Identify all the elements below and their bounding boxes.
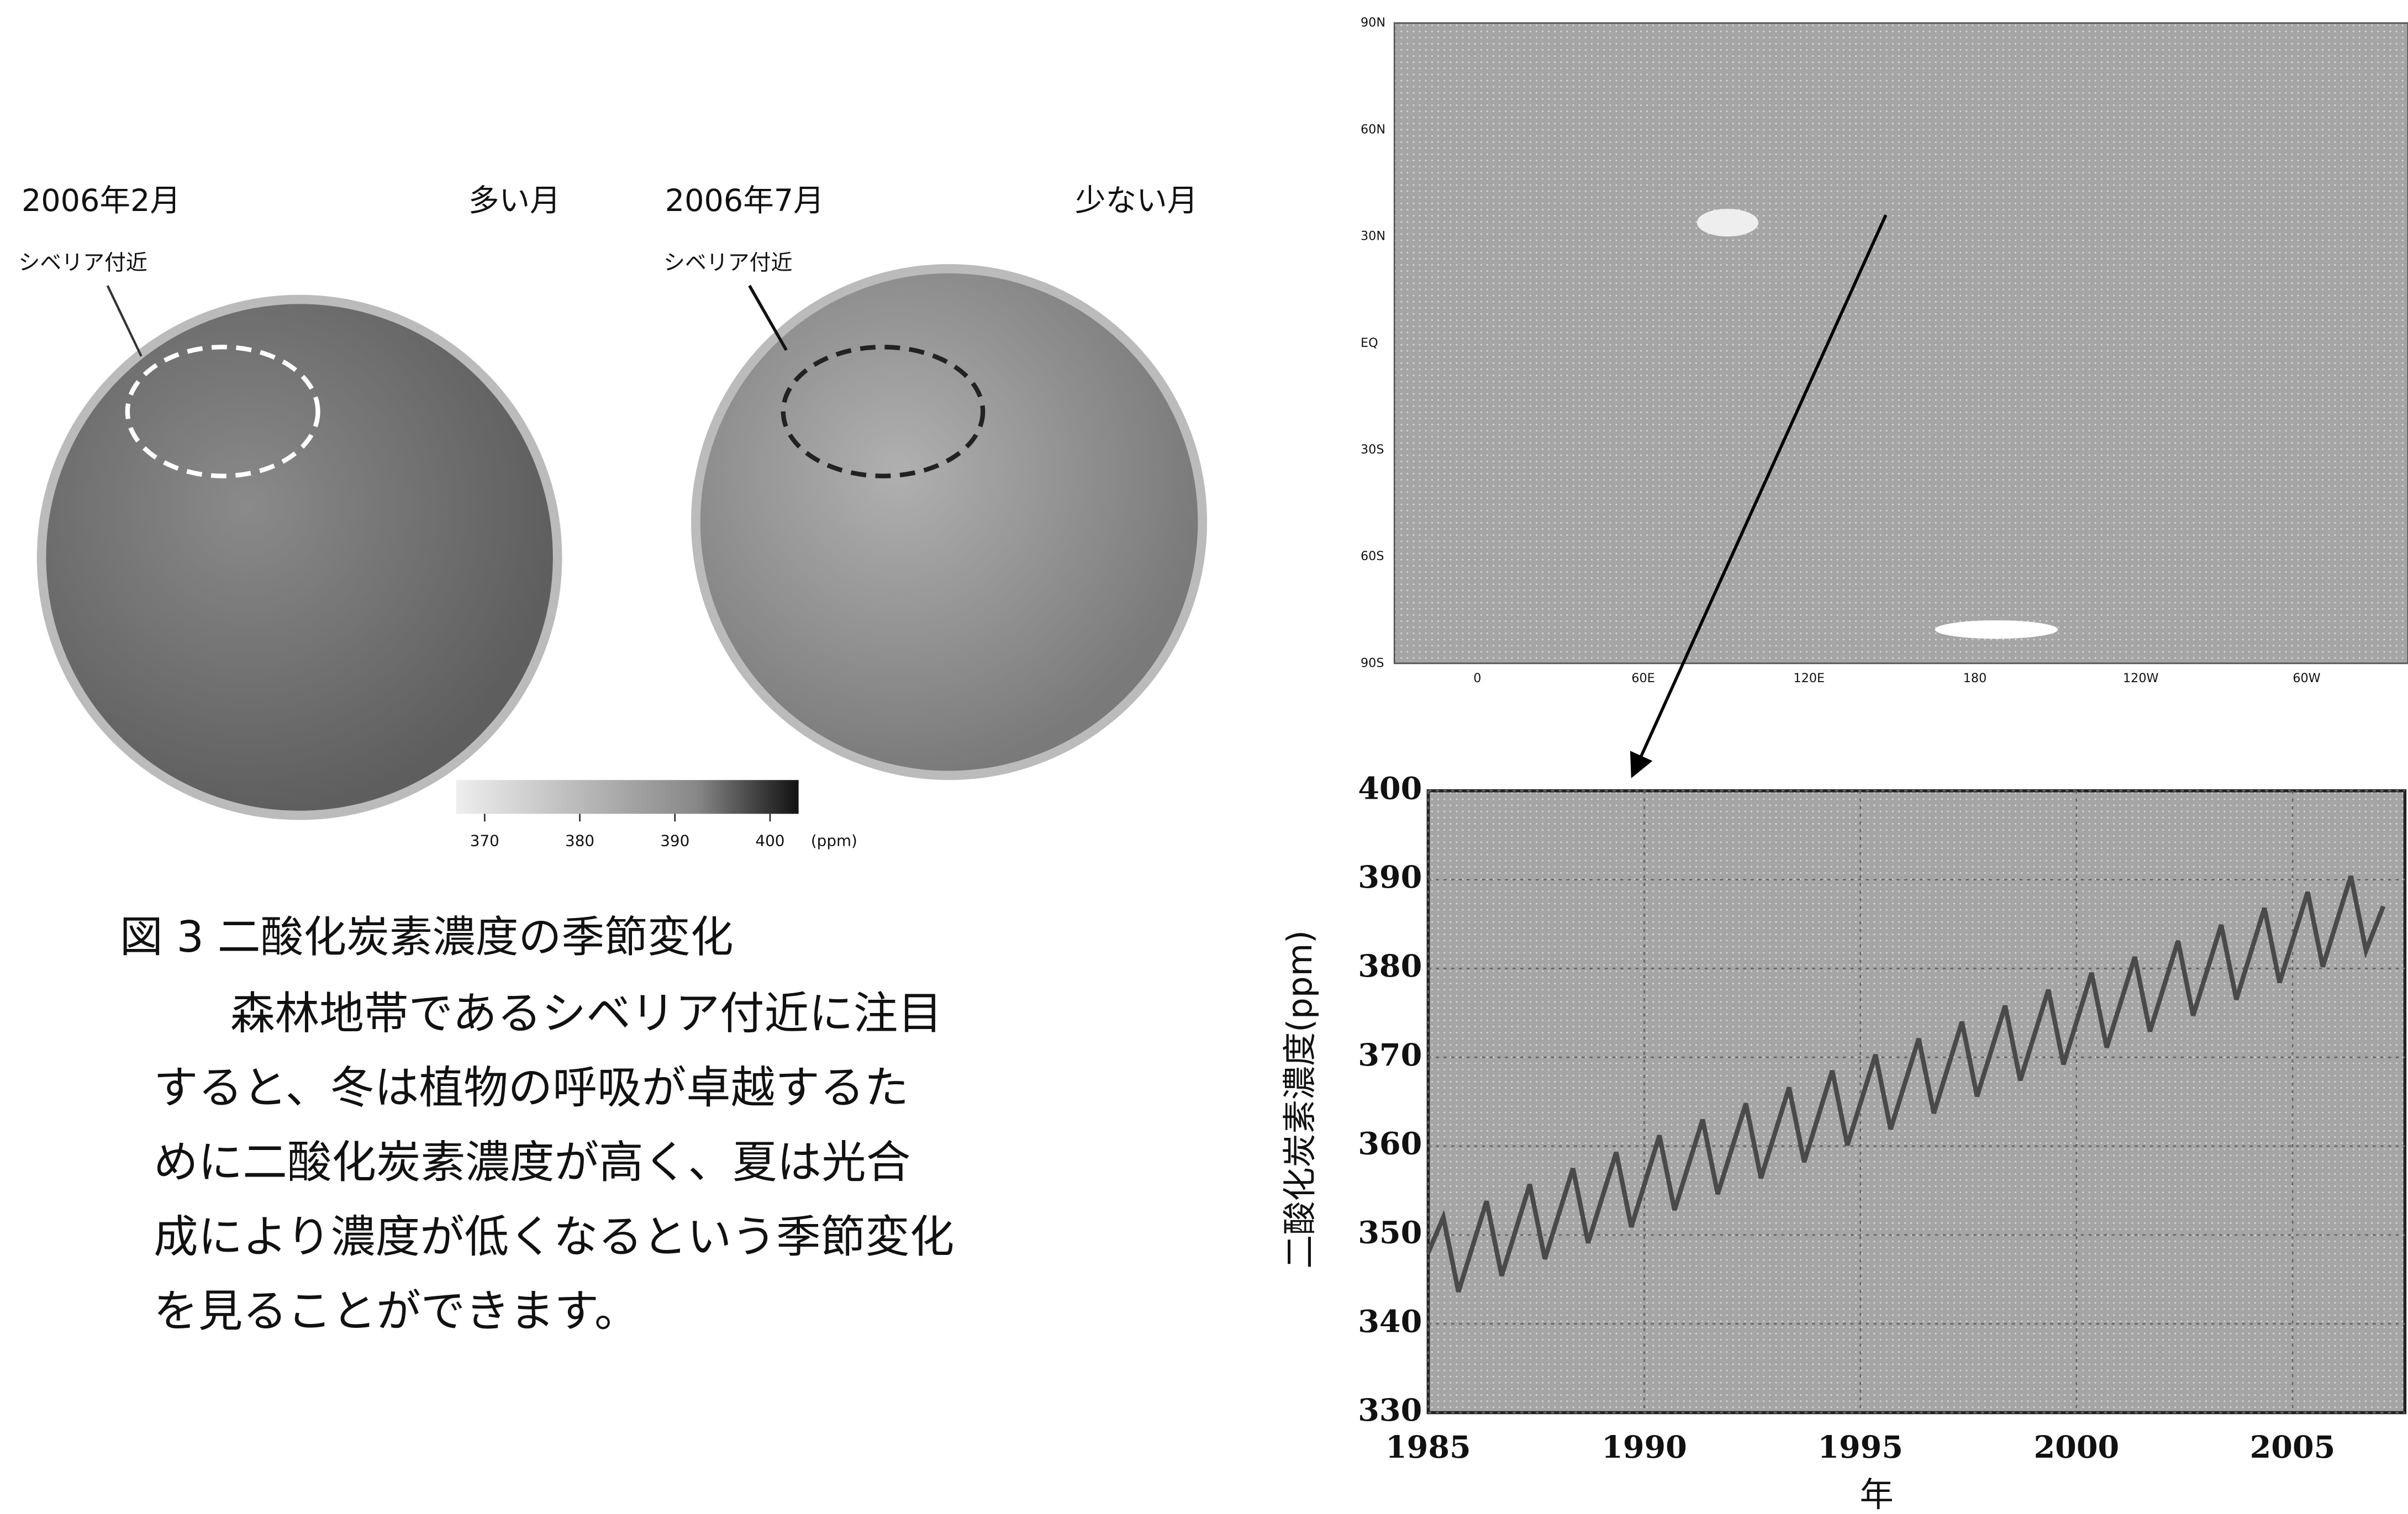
- y-tick-label: 370: [1358, 1037, 1422, 1073]
- y-tick-label: 360: [1358, 1126, 1422, 1162]
- month-label: 2006年2月: [22, 183, 181, 219]
- x-axis-label: 年: [1860, 1475, 1894, 1514]
- lon-label: 120E: [1794, 671, 1825, 685]
- lat-label: 90N: [1361, 15, 1385, 30]
- map-feature: [1935, 620, 2058, 639]
- lon-label: 60W: [2293, 671, 2320, 685]
- lat-label: 60S: [1361, 549, 1384, 563]
- caption-body: 森林地帯であるシベリア付近に注目すると、冬は植物の呼吸が卓越するために二酸化炭素…: [154, 988, 954, 1337]
- colorbar: [456, 780, 799, 814]
- figure: 2006年2月 多い月 2006年7月 少ない月 シベリア付近 シベリア付近 (…: [0, 0, 2408, 1514]
- y-tick-label: 380: [1358, 948, 1422, 984]
- y-tick-label: 400: [1358, 771, 1422, 806]
- colorbar-tick-label: 390: [660, 831, 689, 850]
- caption-title: 図 3 二酸化炭素濃度の季節変化: [120, 912, 734, 962]
- lat-label: 90S: [1361, 656, 1384, 670]
- y-tick-label: 390: [1358, 859, 1422, 895]
- colorbar-unit: (ppm): [811, 831, 857, 850]
- y-tick-label: 330: [1358, 1392, 1422, 1428]
- plot-area: [1428, 791, 2405, 1413]
- x-tick-label: 1990: [1601, 1429, 1687, 1465]
- map-feature: [1697, 209, 1758, 236]
- colorbar-tick-label: 400: [755, 831, 784, 850]
- lon-label: 0: [1473, 671, 1481, 685]
- region-label: シベリア付近: [663, 251, 792, 276]
- month-label: 2006年7月: [665, 183, 824, 219]
- caption-line: 森林地帯であるシベリア付近に注目: [230, 988, 942, 1040]
- colorbar-tick-label: 380: [565, 831, 594, 850]
- caption-line: 成により濃度が低くなるという季節変化: [154, 1211, 954, 1263]
- x-tick-label: 2000: [2033, 1429, 2119, 1465]
- note-label: 少ない月: [1075, 183, 1198, 219]
- lon-label: 180: [1963, 671, 1987, 685]
- globe: [695, 268, 1202, 775]
- lat-label: 30N: [1361, 229, 1385, 244]
- caption-line: を見ることができます。: [154, 1286, 639, 1338]
- y-axis-label: 二酸化炭素濃度(ppm): [1281, 930, 1320, 1269]
- lat-label: 30S: [1361, 442, 1384, 457]
- lat-label: 60N: [1361, 122, 1385, 136]
- caption-line: すると、冬は植物の呼吸が卓越するた: [154, 1062, 909, 1114]
- x-tick-label: 1985: [1385, 1429, 1471, 1465]
- colorbar-tick-label: 370: [470, 831, 499, 850]
- y-tick-label: 350: [1358, 1215, 1422, 1251]
- lat-label: EQ: [1361, 336, 1378, 350]
- globe: [41, 299, 557, 815]
- x-tick-label: 2005: [2250, 1429, 2336, 1465]
- note-label: 多い月: [468, 183, 561, 219]
- lon-label: 60E: [1631, 671, 1654, 685]
- caption-line: めに二酸化炭素濃度が高く、夏は光合: [154, 1137, 910, 1189]
- y-tick-label: 340: [1358, 1304, 1422, 1339]
- region-label: シベリア付近: [18, 251, 147, 276]
- x-tick-label: 1995: [1817, 1429, 1903, 1465]
- lon-label: 120W: [2123, 671, 2158, 685]
- leader-line: [108, 286, 141, 356]
- world-map: [1394, 23, 2408, 663]
